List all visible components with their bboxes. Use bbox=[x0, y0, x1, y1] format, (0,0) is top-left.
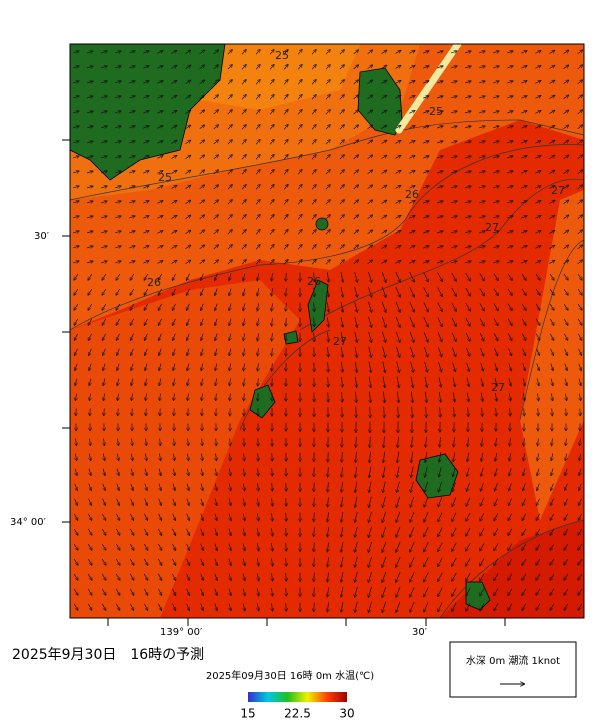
contour-label: 27 bbox=[333, 335, 347, 348]
contour-label: 26 bbox=[405, 188, 419, 201]
forecast-title: 2025年9月30日 16時の予測 bbox=[12, 647, 204, 663]
lon-label: 30′ bbox=[412, 627, 428, 638]
lat-label: 34° 00′ bbox=[10, 517, 47, 528]
colorbar-tick-label: 15 bbox=[240, 707, 255, 721]
contour-label: 26 bbox=[307, 275, 321, 288]
colorbar bbox=[248, 692, 347, 702]
colorbar-tick-label: 30 bbox=[339, 707, 354, 721]
legend-box bbox=[450, 642, 576, 697]
colorbar-tick-label: 22.5 bbox=[284, 707, 311, 721]
contour-label: 25 bbox=[158, 171, 172, 184]
contour-label: 27 bbox=[485, 221, 499, 234]
lat-label: 30′ bbox=[34, 231, 50, 242]
legend-label: 水深 0m 潮流 1knot bbox=[466, 654, 560, 667]
contour-label: 25 bbox=[429, 105, 443, 118]
contour-label: 25 bbox=[275, 49, 289, 62]
map-area bbox=[70, 44, 584, 618]
contour-label: 27 bbox=[551, 184, 565, 197]
contour-label: 26 bbox=[147, 276, 161, 289]
contour-label: 27 bbox=[491, 381, 505, 394]
colorbar-title: 2025年09月30日 16時 0m 水温(℃) bbox=[206, 669, 374, 682]
lon-label: 139° 00′ bbox=[160, 627, 203, 638]
